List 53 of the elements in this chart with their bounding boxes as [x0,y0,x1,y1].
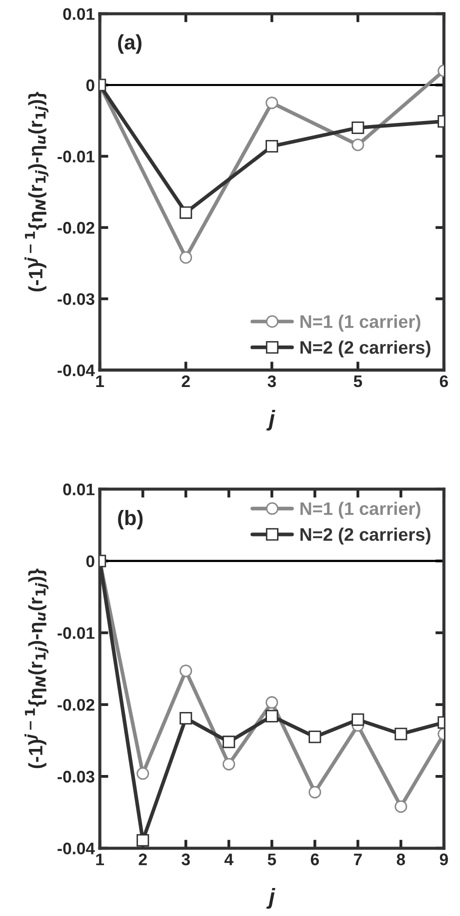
text: (-1)$^{j−1}${η$_{N}$(r$_{1j}$)-η$_{u}$(r$_{1j}$)} [24,568,48,768]
y-tick-label: -0.02 [58,698,94,711]
y-tick-label: 0 [86,79,94,92]
x-tick-label: 5 [354,376,362,388]
x-axis-title: j [266,410,276,431]
x-tick-label: 2 [182,375,190,388]
y-tick-label: 0.01 [63,484,94,496]
point [266,96,278,110]
x-axis-title: j [266,888,276,909]
x-tick-label: 3 [182,854,190,866]
annotation: (a) [118,34,142,54]
point [222,758,236,770]
x-tick-label: 8 [396,854,406,866]
point [266,696,278,709]
point [266,710,278,722]
y-tick-label: 0 [86,555,94,568]
x-tick-label: 1 [96,854,104,866]
point [180,206,192,219]
legend-label: N=1 (1 carrier) [300,502,420,519]
x-tick-label: 6 [440,375,448,388]
point [266,140,278,153]
point [394,728,408,740]
point [136,767,150,780]
y-tick-label: -0.04 [58,364,95,376]
text: (-1)$^{j−1}${η$_{N}$(r$_{1j}$)-η$_{u}$(r$_{1j}$)} [24,92,48,292]
x-tick-label: 4 [224,854,234,866]
legend-label: N=2 (2 carriers) [300,340,430,358]
y-tick-label: -0.01 [58,627,94,639]
annotation: (b) [118,510,143,530]
y-tick-label: -0.04 [58,842,95,854]
y-tick-label: -0.03 [58,293,94,306]
legend-label: N=1 (1 carrier) [300,314,420,332]
x-tick-label: 3 [268,375,276,388]
x-tick-label: 1 [96,376,104,388]
x-tick-label: 2 [138,854,147,866]
y-tick-label: -0.01 [58,150,94,162]
x-tick-label: 6 [310,854,319,866]
point [394,800,408,813]
point [352,713,364,726]
y-tick-label: 0.01 [63,8,94,20]
y-tick-label: -0.03 [58,770,94,783]
point [180,712,192,724]
x-tick-label: 7 [354,854,362,866]
point [308,786,322,798]
x-tick-label: 5 [268,854,276,866]
point [136,834,150,847]
legend-label: N=2 (2 carriers) [300,528,430,544]
y-tick-label: -0.02 [58,222,94,234]
point [180,664,192,678]
point [222,736,236,748]
point [308,730,322,744]
x-tick-label: 9 [440,854,448,866]
point [180,251,192,264]
